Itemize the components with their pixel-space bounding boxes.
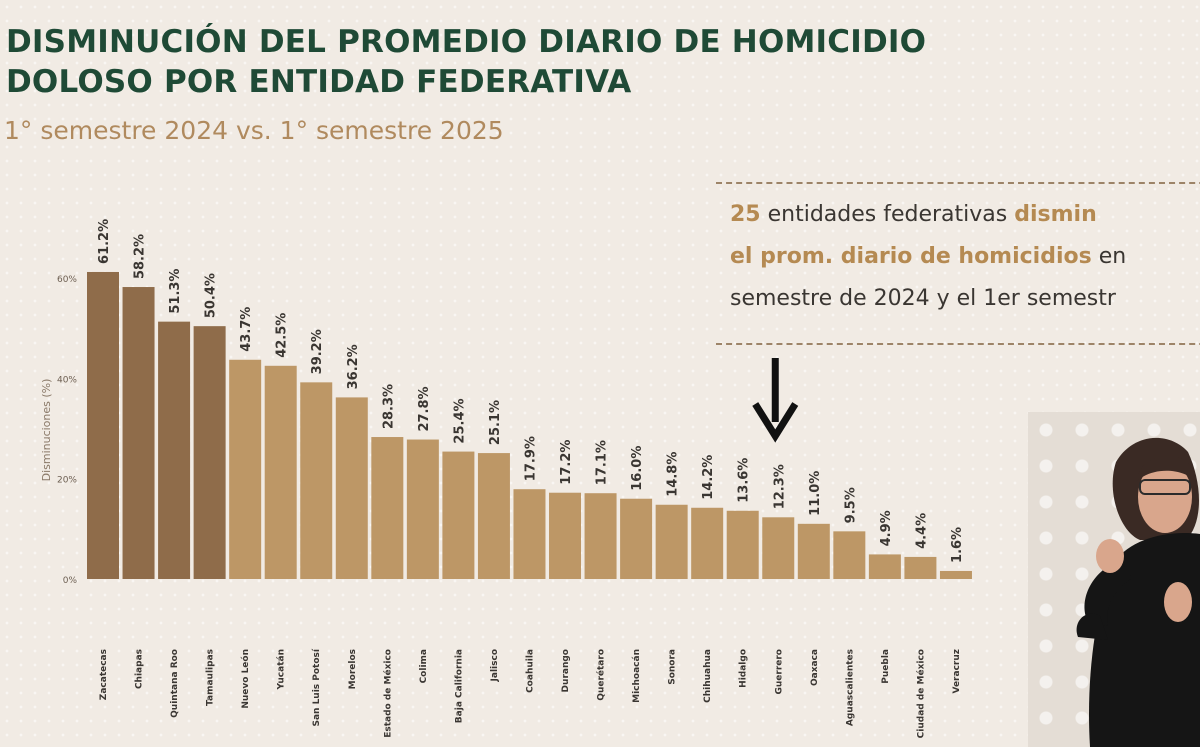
page-subtitle: 1° semestre 2024 vs. 1° semestre 2025 (4, 116, 504, 145)
category-label: Hidalgo (739, 649, 749, 688)
data-label: 9.5% (843, 487, 858, 523)
bar-chart: Disminuciones (%) 0% 20% 40% 60% 61.2% Zacatec… (40, 219, 972, 738)
y-axis-label: Disminuciones (%) (40, 379, 53, 482)
y-tick-label: 0% (63, 576, 78, 586)
data-label: 58.2% (133, 234, 148, 279)
data-label: 4.4% (914, 513, 929, 549)
bar (477, 453, 510, 579)
category-label: Morelos (348, 649, 358, 689)
bar (264, 365, 297, 579)
title-line-2: DOLOSO POR ENTIDAD FEDERATIVA (6, 64, 632, 100)
bar (549, 492, 582, 579)
bar (620, 498, 653, 579)
category-label: Colima (419, 649, 429, 683)
category-label: Jalisco (490, 649, 500, 682)
bar (300, 382, 333, 579)
category-label: Tamaulipas (206, 649, 216, 706)
data-label: 36.2% (346, 344, 361, 389)
data-label: 27.8% (417, 386, 432, 431)
category-label: Yucatán (277, 649, 287, 690)
bar (122, 287, 155, 579)
bar (797, 523, 830, 579)
category-label: Aguascalientes (845, 649, 855, 726)
data-label: 43.7% (239, 307, 254, 352)
bar (726, 510, 759, 579)
data-label: 50.4% (204, 273, 219, 318)
sign-language-interpreter-icon (1076, 437, 1200, 747)
bar (193, 326, 226, 579)
category-label: Veracruz (952, 649, 962, 694)
data-label: 11.0% (808, 471, 823, 516)
bar (406, 439, 439, 579)
data-label: 61.2% (97, 219, 112, 264)
y-tick-label: 60% (57, 275, 77, 285)
category-label: Estado de México (382, 649, 393, 738)
category-label: Michoacán (632, 649, 642, 703)
category-label: Nuevo León (240, 649, 251, 709)
bar (762, 517, 795, 579)
data-label: 28.3% (381, 384, 396, 429)
category-label: Zacatecas (99, 649, 109, 700)
data-label: 17.2% (559, 440, 574, 485)
data-label: 17.9% (523, 436, 538, 481)
category-label: San Luis Potosí (312, 648, 322, 726)
data-label: 13.6% (737, 458, 752, 503)
note-top-rule (716, 182, 1200, 184)
page-title: DISMINUCIÓN DEL PROMEDIO DIARIO DE HOMIC… (6, 22, 926, 102)
data-label: 42.5% (275, 313, 290, 358)
note-line-1-mid: entidades federativas (760, 202, 1015, 227)
note-count: 25 (730, 202, 761, 227)
title-line-1: DISMINUCIÓN DEL PROMEDIO DIARIO DE HOMIC… (6, 24, 927, 60)
y-tick-label: 20% (57, 476, 77, 486)
bar (513, 489, 546, 579)
y-tick-label: 40% (57, 375, 77, 385)
data-label: 14.2% (701, 455, 716, 500)
bar (158, 321, 191, 579)
bar (833, 531, 866, 579)
bar (229, 359, 262, 579)
data-label: 51.3% (168, 269, 183, 314)
bar (87, 271, 119, 579)
data-label: 4.9% (879, 510, 894, 546)
note-line-1: 25 entidades federativas dismin (730, 202, 1097, 227)
category-label: Sonora (668, 649, 678, 685)
bar (655, 504, 688, 579)
category-label: Oaxaca (810, 649, 820, 686)
note-bottom-rule (716, 343, 1200, 345)
data-label: 16.0% (630, 446, 645, 491)
bar (584, 493, 617, 579)
interpreter-video (1028, 412, 1200, 747)
category-label: Querétaro (596, 649, 607, 701)
category-label: Durango (561, 649, 571, 692)
note-line-1-end: dismin (1014, 202, 1097, 227)
bar (371, 437, 404, 579)
bar (939, 570, 972, 579)
bar (442, 451, 475, 579)
data-label: 39.2% (310, 329, 325, 374)
data-label: 1.6% (950, 527, 965, 563)
category-label: Ciudad de México (915, 649, 926, 738)
category-label: Chihuahua (703, 649, 713, 703)
summary-note: 25 entidades federativas dismin el prom.… (716, 182, 1200, 347)
category-label: Quintana Roo (170, 649, 180, 718)
category-label: Guerrero (774, 649, 784, 695)
category-label: Baja California (454, 649, 464, 723)
data-label: 12.3% (772, 464, 787, 509)
data-label: 17.1% (595, 440, 610, 485)
bar (868, 554, 901, 579)
data-label: 14.8% (666, 452, 681, 497)
note-line-2-bold: el prom. diario de homicidios (730, 244, 1092, 269)
note-line-3: semestre de 2024 y el 1er semestr (730, 286, 1116, 311)
category-label: Coahuila (525, 649, 535, 693)
category-label: Chiapas (135, 649, 145, 689)
bar (904, 556, 937, 579)
bar (335, 397, 368, 579)
bar (691, 507, 724, 579)
note-line-2: el prom. diario de homicidios en (730, 244, 1126, 269)
down-arrow-icon (752, 402, 799, 443)
note-line-2-end: en (1091, 244, 1127, 269)
data-label: 25.1% (488, 400, 503, 445)
category-label: Puebla (881, 649, 891, 684)
data-label: 25.4% (452, 398, 467, 443)
